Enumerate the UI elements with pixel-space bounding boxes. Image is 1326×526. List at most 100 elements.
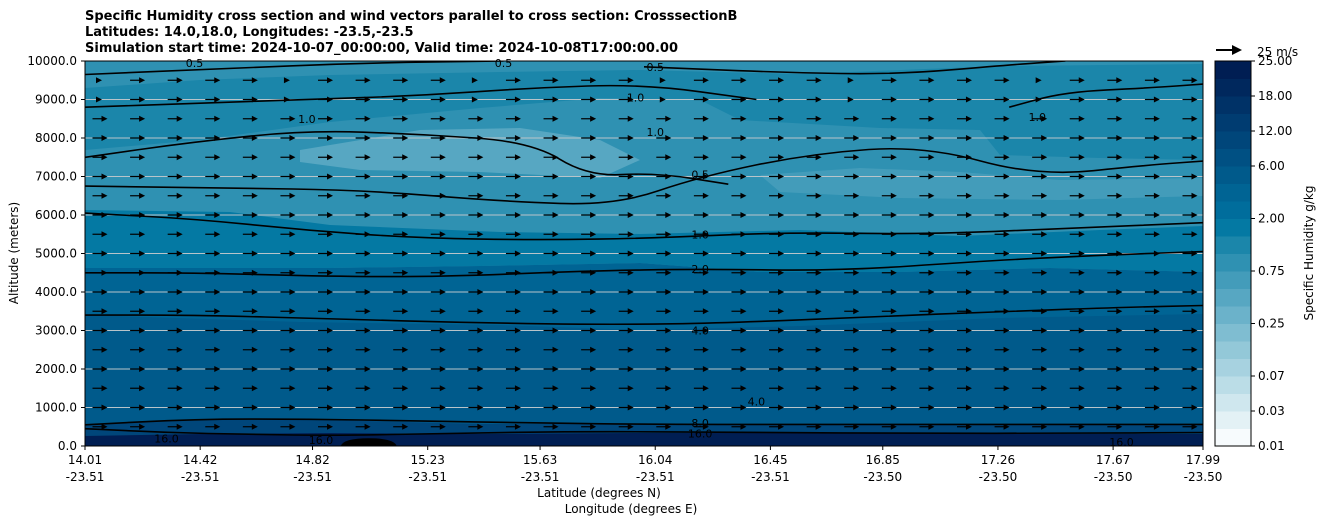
wind-vector-head (740, 192, 747, 199)
wind-vector (283, 96, 290, 103)
wind-vector (468, 404, 484, 411)
wind-vector-head (1191, 308, 1198, 315)
wind-vector-head (740, 77, 747, 84)
wind-vector-head (552, 404, 559, 411)
wind-vector (393, 327, 409, 334)
wind-vector (956, 385, 972, 392)
wind-vector (731, 212, 747, 218)
wind-vector-head (364, 269, 371, 276)
wind-vector-head (1003, 231, 1010, 238)
wind-vector-head (477, 327, 484, 334)
wind-vector-head (815, 154, 822, 161)
wind-vector (956, 366, 972, 372)
wind-vector (1182, 385, 1198, 392)
wind-vector-head (1116, 192, 1123, 199)
wind-vector (656, 269, 672, 276)
contour-label: 0.5 (646, 61, 664, 74)
wind-vector-head (514, 404, 521, 411)
wind-vector-head (1153, 231, 1160, 238)
wind-vector (581, 346, 597, 353)
wind-vector (393, 269, 409, 276)
wind-vector-head (928, 250, 935, 257)
x-axis-label-latitude: Latitude (degrees N) (537, 486, 661, 500)
wind-vector-head (590, 289, 597, 295)
contour-line-1.0 (1008, 83, 1203, 108)
wind-vector-head (965, 385, 972, 392)
wind-vector-head (364, 250, 371, 257)
wind-vector-head (1153, 154, 1160, 161)
wind-vector-head (251, 135, 258, 141)
wind-vector (1069, 346, 1085, 353)
wind-vector (769, 154, 785, 161)
wind-vector-head (847, 77, 854, 84)
wind-vector-head (214, 192, 221, 199)
wind-vector-head (402, 212, 409, 218)
wind-vector (1032, 385, 1048, 392)
x-tick-label-latitude: 16.45 (753, 453, 787, 467)
wind-vector-head (364, 173, 371, 180)
wind-vector-head (590, 423, 597, 430)
wind-vector-head (101, 366, 108, 372)
wind-vector (919, 135, 935, 141)
wind-vector (806, 269, 822, 276)
wind-vector-head (552, 212, 559, 218)
wind-vector (92, 289, 108, 295)
wind-vector-head (402, 192, 409, 199)
wind-vector-head (327, 154, 334, 161)
wind-vector-head (96, 77, 102, 84)
wind-vector-head (439, 96, 446, 103)
wind-vector-head (214, 173, 221, 180)
wind-vector-head (1003, 423, 1010, 430)
wind-vector-head (928, 346, 935, 353)
wind-vector (167, 346, 183, 353)
x-tick-label-longitude: -23.50 (863, 470, 902, 484)
wind-vector (806, 115, 822, 122)
wind-vector (618, 154, 634, 161)
wind-vector (618, 77, 634, 84)
wind-vector-head (890, 250, 897, 257)
wind-vector (543, 385, 559, 392)
wind-vector (543, 173, 559, 180)
wind-vector-head (778, 366, 785, 372)
wind-vector-head (890, 346, 897, 353)
wind-vector (956, 115, 972, 122)
wind-vector (280, 385, 296, 392)
wind-vector (318, 385, 334, 392)
wind-vector (543, 96, 559, 103)
wind-vector (280, 154, 296, 161)
wind-vector (280, 250, 296, 257)
wind-vector-head (1191, 250, 1198, 257)
wind-vector-head (853, 135, 860, 141)
wind-vector (205, 423, 221, 430)
x-tick-label-longitude: -23.50 (979, 470, 1018, 484)
wind-vector-head (853, 269, 860, 276)
colorbar-tick-label: 0.75 (1258, 264, 1285, 278)
wind-vector-head (514, 250, 521, 257)
wind-vector (1144, 308, 1160, 315)
wind-vector (1144, 135, 1160, 141)
wind-vector-head (139, 423, 146, 430)
wind-vector-head (214, 250, 221, 257)
wind-vector-head (402, 115, 409, 122)
wind-vector (1069, 115, 1085, 122)
wind-vector (994, 192, 1010, 199)
wind-vector-head (514, 192, 521, 199)
wind-vector (505, 96, 521, 103)
wind-vector (1144, 327, 1160, 334)
wind-vector (581, 96, 597, 103)
wind-vector-head (1041, 173, 1048, 180)
wind-vector (430, 154, 446, 161)
wind-vector-head (402, 173, 409, 180)
wind-vector (769, 115, 785, 122)
wind-vector-head (176, 115, 183, 122)
colorbar-segment (1215, 358, 1251, 377)
wind-vector-head (778, 423, 785, 430)
wind-vector-head (327, 135, 334, 141)
wind-vector-head (1153, 423, 1160, 430)
wind-vector-head (251, 308, 258, 315)
wind-vector (956, 135, 972, 141)
wind-vector (130, 346, 146, 353)
wind-vector-head (402, 346, 409, 353)
wind-vector-head (477, 289, 484, 295)
wind-vector-head (665, 366, 672, 372)
